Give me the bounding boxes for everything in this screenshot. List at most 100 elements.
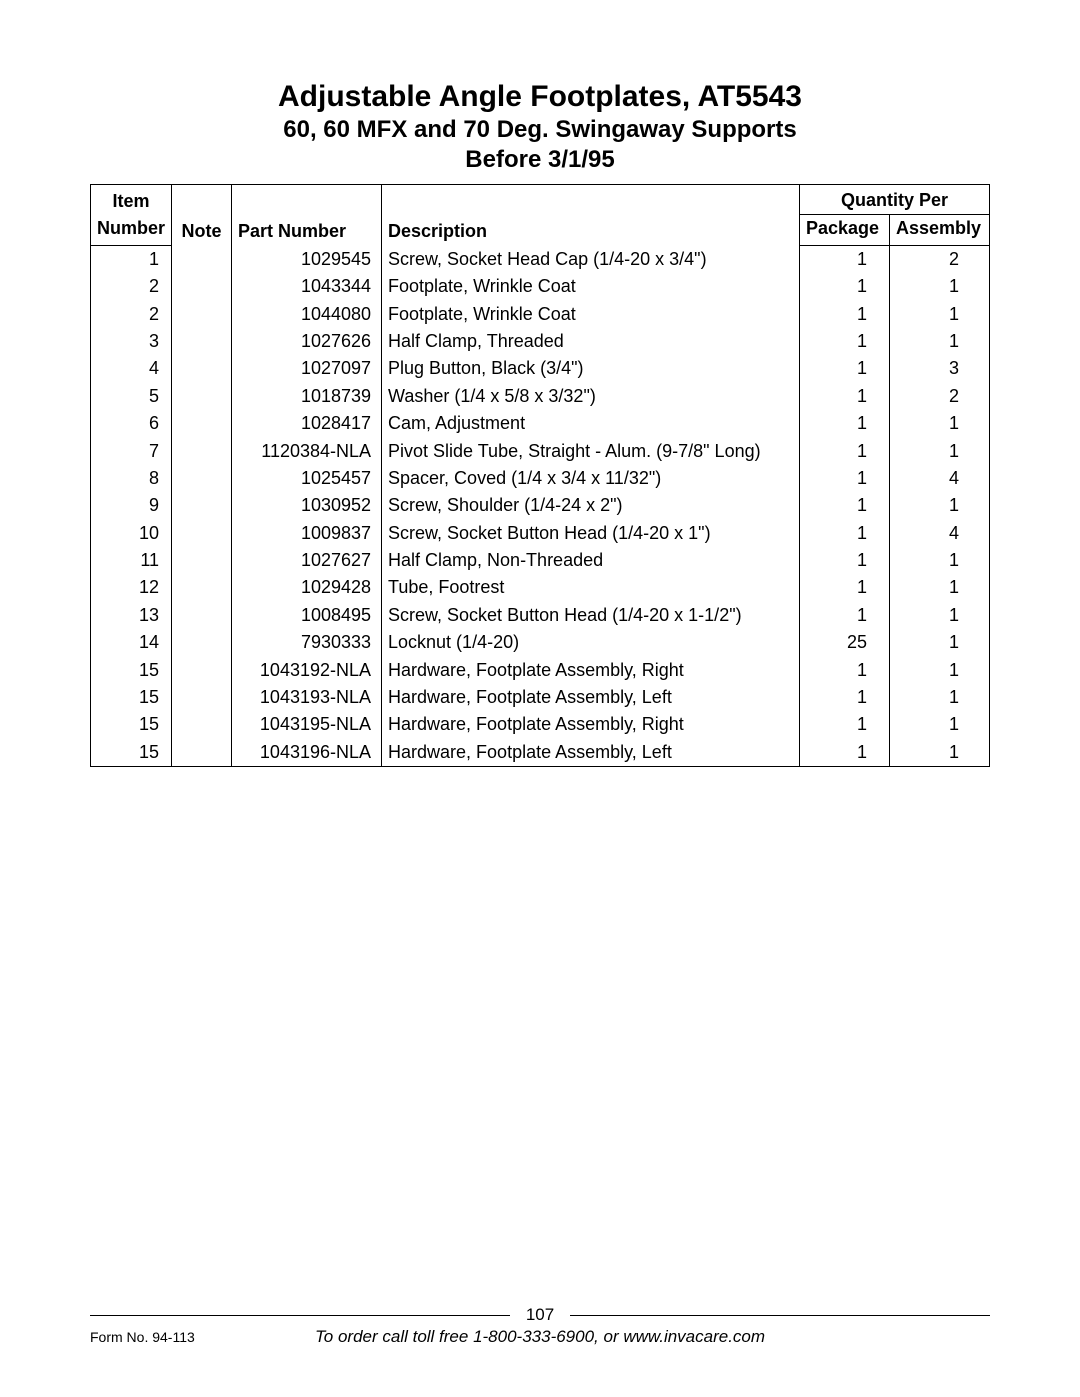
cell-note [172, 684, 232, 711]
cell-desc: Screw, Socket Button Head (1/4-20 x 1") [382, 520, 800, 547]
cell-desc: Pivot Slide Tube, Straight - Alum. (9-7/… [382, 438, 800, 465]
cell-part: 1043193-NLA [232, 684, 382, 711]
cell-pkg: 1 [800, 438, 890, 465]
cell-pkg: 1 [800, 465, 890, 492]
table-row: 111027627Half Clamp, Non-Threaded11 [91, 547, 990, 574]
cell-desc: Half Clamp, Threaded [382, 328, 800, 355]
cell-asm: 2 [890, 245, 990, 273]
cell-part: 1120384-NLA [232, 438, 382, 465]
cell-note [172, 383, 232, 410]
page-content: Adjustable Angle Footplates, AT5543 60, … [0, 0, 1080, 767]
cell-item: 15 [91, 657, 172, 684]
cell-pkg: 25 [800, 629, 890, 656]
cell-item: 11 [91, 547, 172, 574]
cell-item: 2 [91, 301, 172, 328]
cell-part: 1043344 [232, 273, 382, 300]
page-title: Adjustable Angle Footplates, AT5543 [90, 80, 990, 114]
cell-asm: 1 [890, 629, 990, 656]
table-row: 11029545Screw, Socket Head Cap (1/4-20 x… [91, 245, 990, 273]
cell-item: 9 [91, 492, 172, 519]
cell-desc: Footplate, Wrinkle Coat [382, 273, 800, 300]
cell-asm: 2 [890, 383, 990, 410]
cell-desc: Washer (1/4 x 5/8 x 3/32") [382, 383, 800, 410]
cell-note [172, 711, 232, 738]
cell-asm: 1 [890, 492, 990, 519]
cell-asm: 1 [890, 574, 990, 601]
table-row: 91030952Screw, Shoulder (1/4-24 x 2")11 [91, 492, 990, 519]
order-info: To order call toll free 1-800-333-6900, … [195, 1327, 885, 1347]
cell-item: 3 [91, 328, 172, 355]
cell-part: 1025457 [232, 465, 382, 492]
cell-part: 1018739 [232, 383, 382, 410]
cell-desc: Footplate, Wrinkle Coat [382, 301, 800, 328]
cell-asm: 1 [890, 684, 990, 711]
cell-note [172, 547, 232, 574]
cell-asm: 1 [890, 273, 990, 300]
cell-note [172, 739, 232, 767]
cell-asm: 1 [890, 438, 990, 465]
page-subtitle: 60, 60 MFX and 70 Deg. Swingaway Support… [90, 116, 990, 144]
footer-rule-line-left [90, 1315, 510, 1316]
cell-part: 1044080 [232, 301, 382, 328]
page-number: 107 [522, 1305, 558, 1325]
cell-part: 1008495 [232, 602, 382, 629]
col-header-part: Part Number [232, 185, 382, 246]
cell-item: 5 [91, 383, 172, 410]
cell-note [172, 355, 232, 382]
table-row: 31027626Half Clamp, Threaded11 [91, 328, 990, 355]
cell-item: 2 [91, 273, 172, 300]
table-row: 147930333Locknut (1/4-20)251 [91, 629, 990, 656]
cell-note [172, 492, 232, 519]
cell-desc: Hardware, Footplate Assembly, Left [382, 739, 800, 767]
cell-desc: Half Clamp, Non-Threaded [382, 547, 800, 574]
cell-note [172, 520, 232, 547]
cell-asm: 1 [890, 739, 990, 767]
col-header-item-top: Item [91, 185, 172, 215]
table-row: 121029428Tube, Footrest11 [91, 574, 990, 601]
cell-pkg: 1 [800, 574, 890, 601]
cell-pkg: 1 [800, 273, 890, 300]
cell-note [172, 301, 232, 328]
cell-part: 1030952 [232, 492, 382, 519]
table-row: 51018739Washer (1/4 x 5/8 x 3/32")12 [91, 383, 990, 410]
cell-desc: Cam, Adjustment [382, 410, 800, 437]
cell-pkg: 1 [800, 328, 890, 355]
cell-desc: Screw, Shoulder (1/4-24 x 2") [382, 492, 800, 519]
cell-pkg: 1 [800, 657, 890, 684]
table-row: 151043195-NLAHardware, Footplate Assembl… [91, 711, 990, 738]
cell-part: 1029545 [232, 245, 382, 273]
table-row: 151043192-NLAHardware, Footplate Assembl… [91, 657, 990, 684]
cell-item: 10 [91, 520, 172, 547]
table-row: 151043196-NLAHardware, Footplate Assembl… [91, 739, 990, 767]
table-row: 71120384-NLAPivot Slide Tube, Straight -… [91, 438, 990, 465]
cell-asm: 1 [890, 547, 990, 574]
col-header-qty-span: Quantity Per [800, 185, 990, 215]
table-row: 151043193-NLAHardware, Footplate Assembl… [91, 684, 990, 711]
page-footer: 107 Form No. 94-113 To order call toll f… [90, 1305, 990, 1347]
cell-pkg: 1 [800, 410, 890, 437]
cell-asm: 1 [890, 410, 990, 437]
col-header-note: Note [172, 185, 232, 246]
col-header-asm: Assembly [890, 215, 990, 245]
cell-desc: Plug Button, Black (3/4") [382, 355, 800, 382]
cell-pkg: 1 [800, 492, 890, 519]
cell-item: 4 [91, 355, 172, 382]
cell-item: 6 [91, 410, 172, 437]
table-row: 21043344Footplate, Wrinkle Coat11 [91, 273, 990, 300]
cell-desc: Tube, Footrest [382, 574, 800, 601]
cell-pkg: 1 [800, 547, 890, 574]
cell-asm: 4 [890, 465, 990, 492]
cell-note [172, 328, 232, 355]
table-row: 61028417Cam, Adjustment11 [91, 410, 990, 437]
table-row: 131008495Screw, Socket Button Head (1/4-… [91, 602, 990, 629]
cell-desc: Screw, Socket Head Cap (1/4-20 x 3/4") [382, 245, 800, 273]
table-row: 41027097Plug Button, Black (3/4")13 [91, 355, 990, 382]
cell-asm: 1 [890, 711, 990, 738]
cell-pkg: 1 [800, 355, 890, 382]
cell-item: 8 [91, 465, 172, 492]
cell-part: 1028417 [232, 410, 382, 437]
cell-desc: Screw, Socket Button Head (1/4-20 x 1-1/… [382, 602, 800, 629]
cell-desc: Locknut (1/4-20) [382, 629, 800, 656]
page-subtitle-2: Before 3/1/95 [90, 146, 990, 174]
cell-note [172, 602, 232, 629]
